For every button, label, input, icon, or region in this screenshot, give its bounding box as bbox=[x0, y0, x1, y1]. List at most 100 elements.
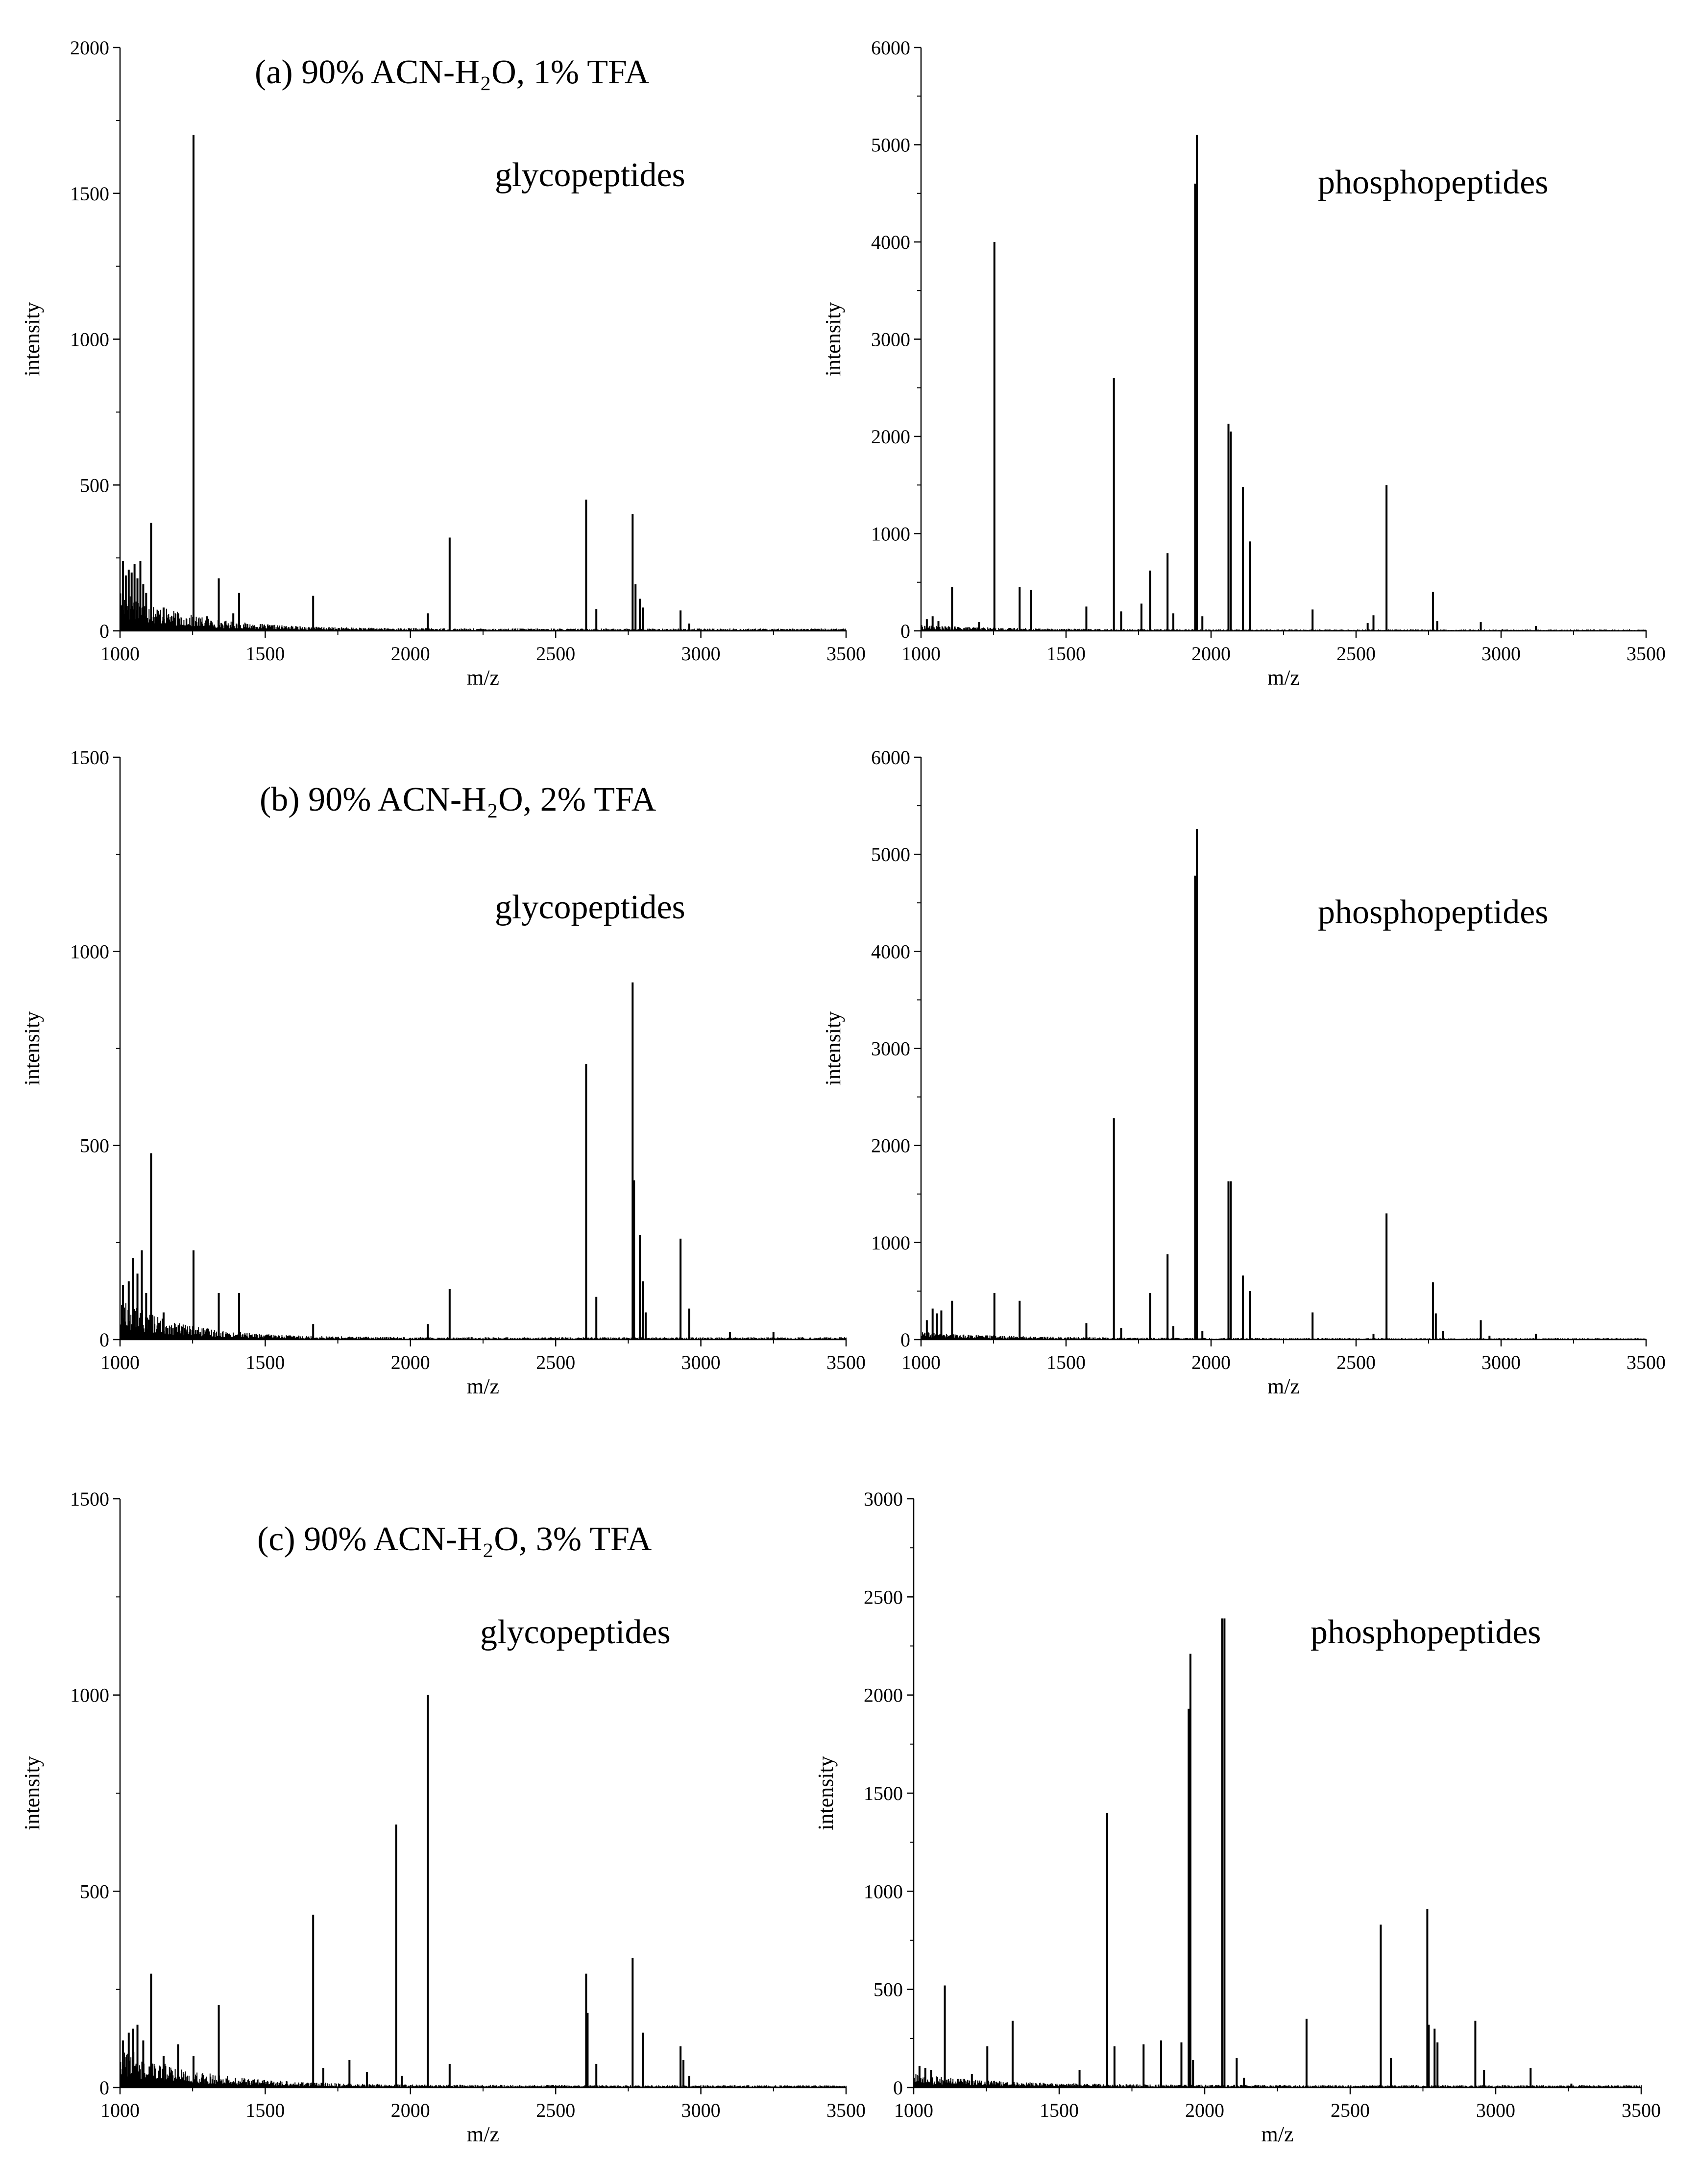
y-tick-label: 1000 bbox=[864, 1880, 903, 1902]
y-tick-label: 0 bbox=[99, 1329, 109, 1351]
noise-signal bbox=[120, 2047, 847, 2088]
y-tick-label: 3000 bbox=[864, 1488, 903, 1510]
x-tick-label: 2000 bbox=[391, 643, 430, 665]
x-tick-label: 1500 bbox=[1040, 2099, 1079, 2121]
x-axis-title: m/z bbox=[467, 1374, 499, 1398]
x-tick-label: 1000 bbox=[100, 2099, 140, 2121]
condition-label: (c) 90% ACN-H₂O, 3% TFA bbox=[257, 1520, 652, 1558]
panel-annotation: phosphopeptides bbox=[1318, 164, 1549, 201]
noise-signal bbox=[921, 625, 1647, 631]
chart-b-glyco: 0 500 1000 1500 1000 1500 2000 2500 3000 3500 m/z i… bbox=[20, 746, 866, 1398]
y-tick-label: 0 bbox=[99, 620, 109, 642]
x-tick-label: 3500 bbox=[1626, 643, 1666, 665]
y-tick-label: 1500 bbox=[864, 1782, 903, 1804]
y-tick-label: 1500 bbox=[70, 183, 109, 205]
x-tick-label: 1000 bbox=[100, 643, 140, 665]
y-tick-label: 6000 bbox=[871, 746, 910, 768]
y-axis-title: intensity bbox=[821, 302, 845, 377]
x-tick-label: 1500 bbox=[245, 643, 285, 665]
x-tick-label: 2000 bbox=[391, 2099, 430, 2121]
x-tick-label: 2000 bbox=[391, 1351, 430, 1373]
y-tick-label: 2500 bbox=[864, 1586, 903, 1608]
y-tick-label: 4000 bbox=[871, 940, 910, 962]
x-tick-label: 2500 bbox=[1336, 643, 1376, 665]
y-tick-label: 500 bbox=[80, 474, 109, 496]
y-axis-title: intensity bbox=[20, 1756, 44, 1830]
noise-signal bbox=[120, 1303, 847, 1340]
x-tick-label: 2500 bbox=[536, 643, 575, 665]
panel-annotation: glycopeptides bbox=[480, 1613, 671, 1651]
y-tick-label: 5000 bbox=[871, 134, 910, 156]
x-tick-label: 2000 bbox=[1191, 1351, 1231, 1373]
x-tick-label: 3000 bbox=[681, 1351, 721, 1373]
chart-c-phospho: 0 500 1000 1500 2000 2500 3000 1000 1500 2000 2500… bbox=[814, 1488, 1661, 2146]
y-axis-title: intensity bbox=[20, 1011, 44, 1086]
y-tick-label: 0 bbox=[99, 2077, 109, 2099]
y-tick-label: 4000 bbox=[871, 231, 910, 253]
y-tick-label: 2000 bbox=[864, 1684, 903, 1706]
y-tick-label: 2000 bbox=[871, 426, 910, 448]
y-tick-label: 500 bbox=[80, 1135, 109, 1157]
x-tick-label: 1000 bbox=[901, 643, 941, 665]
x-tick-label: 3500 bbox=[826, 643, 866, 665]
x-tick-label: 3000 bbox=[1481, 643, 1521, 665]
y-tick-label: 3000 bbox=[871, 329, 910, 351]
y-tick-label: 5000 bbox=[871, 843, 910, 865]
y-tick-label: 1500 bbox=[70, 1488, 109, 1510]
x-tick-label: 3500 bbox=[1622, 2099, 1661, 2121]
x-axis-title: m/z bbox=[467, 2122, 499, 2146]
panel-annotation: glycopeptides bbox=[495, 888, 685, 926]
y-tick-label: 6000 bbox=[871, 37, 910, 59]
chart-c-glyco: 0 500 1000 1500 1000 1500 2000 2500 3000 3500 m/z i… bbox=[20, 1488, 866, 2146]
x-tick-label: 1500 bbox=[245, 2099, 285, 2121]
x-tick-label: 1500 bbox=[1046, 1351, 1086, 1373]
y-tick-label: 3000 bbox=[871, 1038, 910, 1060]
y-tick-label: 500 bbox=[874, 1979, 903, 2001]
panel-annotation: glycopeptides bbox=[495, 156, 685, 194]
x-tick-label: 1000 bbox=[901, 1351, 941, 1373]
y-tick-label: 0 bbox=[900, 620, 910, 642]
y-tick-label: 0 bbox=[893, 2077, 903, 2099]
y-tick-label: 1000 bbox=[70, 1684, 109, 1706]
y-tick-label: 2000 bbox=[871, 1135, 910, 1157]
y-axis-title: intensity bbox=[814, 1756, 838, 1830]
x-tick-label: 1500 bbox=[1046, 643, 1086, 665]
x-tick-label: 3000 bbox=[681, 643, 721, 665]
x-tick-label: 3000 bbox=[1476, 2099, 1515, 2121]
x-tick-label: 1000 bbox=[894, 2099, 933, 2121]
x-tick-label: 3000 bbox=[681, 2099, 721, 2121]
x-tick-label: 3500 bbox=[826, 2099, 866, 2121]
x-tick-label: 2000 bbox=[1185, 2099, 1224, 2121]
x-tick-label: 2500 bbox=[1336, 1351, 1376, 1373]
y-tick-label: 500 bbox=[80, 1880, 109, 1902]
x-tick-label: 3000 bbox=[1481, 1351, 1521, 1373]
x-tick-label: 2500 bbox=[1331, 2099, 1370, 2121]
y-tick-label: 1000 bbox=[70, 329, 109, 351]
x-tick-label: 1500 bbox=[245, 1351, 285, 1373]
y-tick-label: 0 bbox=[900, 1329, 910, 1351]
x-tick-label: 3500 bbox=[826, 1351, 866, 1373]
condition-label: (b) 90% ACN-H₂O, 2% TFA bbox=[260, 781, 656, 818]
noise-signal bbox=[913, 2074, 1642, 2088]
y-tick-label: 1000 bbox=[871, 1232, 910, 1254]
x-tick-label: 2500 bbox=[536, 2099, 575, 2121]
x-axis-title: m/z bbox=[1267, 1374, 1300, 1398]
y-tick-label: 2000 bbox=[70, 37, 109, 59]
y-axis-title: intensity bbox=[20, 302, 44, 377]
y-tick-label: 1500 bbox=[70, 746, 109, 768]
x-axis-title: m/z bbox=[467, 666, 499, 690]
x-axis-title: m/z bbox=[1267, 666, 1300, 690]
noise-signal bbox=[921, 1332, 1647, 1340]
x-tick-label: 2000 bbox=[1191, 643, 1231, 665]
panel-annotation: phosphopeptides bbox=[1318, 893, 1549, 931]
condition-label: (a) 90% ACN-H₂O, 1% TFA bbox=[255, 53, 650, 91]
y-axis-title: intensity bbox=[821, 1011, 845, 1086]
x-tick-label: 1000 bbox=[100, 1351, 140, 1373]
y-tick-label: 1000 bbox=[871, 523, 910, 545]
chart-a-glyco: 0 500 1000 1500 2000 1000 1500 2000 2500 3000 3500… bbox=[20, 37, 866, 690]
x-axis-title: m/z bbox=[1262, 2122, 1294, 2146]
panel-annotation: phosphopeptides bbox=[1311, 1613, 1541, 1651]
